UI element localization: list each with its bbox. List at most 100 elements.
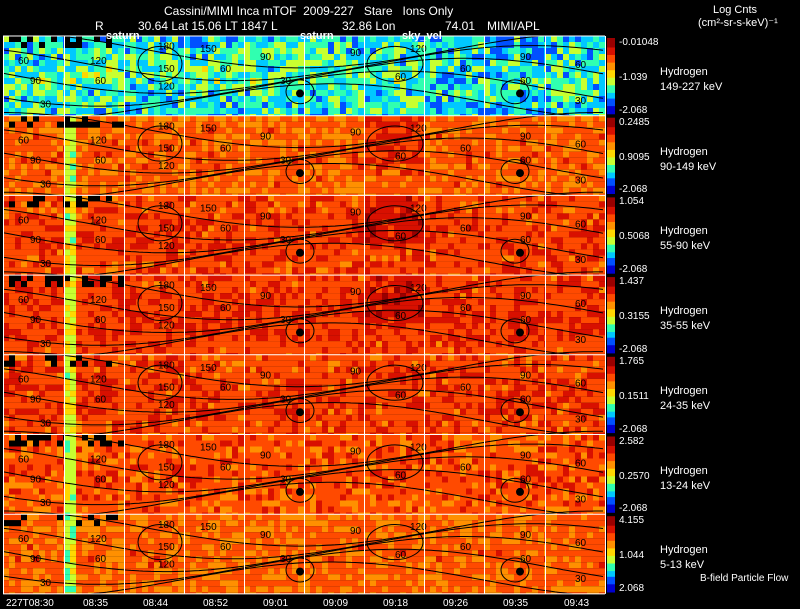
contour-label: 90	[350, 446, 362, 457]
contour-label: 30	[40, 179, 52, 190]
contour-label: 60	[520, 395, 532, 406]
colorbar-max-value: 0.2485	[619, 116, 650, 128]
planet-marker	[516, 408, 524, 417]
contour-label: 150	[158, 223, 175, 234]
panel-species-label: Hydrogen	[660, 66, 708, 78]
contour-label: 120	[410, 363, 427, 374]
contour-label: 30	[40, 578, 52, 589]
overlay-word-saturn-2: saturn	[300, 30, 334, 42]
contour-label: 90	[30, 554, 42, 565]
colorbar-min-value: 2.068	[619, 582, 645, 594]
panel-species-label: Hydrogen	[660, 464, 708, 477]
contour-label: 30	[280, 554, 292, 565]
contour-label: 30	[575, 255, 587, 266]
time-tick-label: 09:35	[503, 598, 529, 609]
contour-label: 60	[220, 383, 232, 394]
contour-label: 60	[520, 235, 532, 246]
contour-label: 120	[90, 136, 107, 147]
bfield-particle-flow-label: B-field Particle Flow	[700, 573, 789, 584]
contour-label: 60	[395, 550, 407, 561]
planet-marker	[516, 487, 524, 496]
colorbar-mid-value: 0.9095	[619, 151, 650, 163]
panel-species-label: Hydrogen	[660, 145, 708, 158]
contour-label: 60	[460, 383, 472, 394]
contour-label: 60	[220, 144, 232, 155]
colorbar-panel-4	[607, 277, 615, 354]
contour-label: 60	[220, 64, 232, 75]
colorbar-min-value: -2.068	[619, 104, 648, 116]
colorbar-panel-5	[607, 356, 615, 434]
colorbar-max-value: 2.582	[619, 435, 645, 447]
time-tick-label: 09:43	[564, 598, 590, 609]
r-label: R	[95, 19, 104, 33]
contour-label: 60	[460, 144, 472, 155]
contour-label: 90	[520, 530, 532, 541]
colorbar-mid-value: 0.5068	[619, 231, 650, 243]
contour-label: 120	[410, 124, 427, 135]
contour-label: 90	[350, 526, 362, 537]
contour-label: 90	[520, 132, 532, 143]
contour-label: 90	[350, 48, 362, 59]
colorbar-panel-2	[607, 117, 615, 194]
contour-label: 60	[460, 64, 472, 75]
contour-label: 60	[520, 474, 532, 485]
planet-marker	[296, 89, 304, 98]
panel-energy-label: 24-35 keV	[660, 399, 711, 412]
colorbar-max-value: 1.437	[619, 276, 645, 288]
contour-label: 90	[520, 371, 532, 382]
contour-label: 120	[90, 454, 107, 465]
contour-label: 120	[90, 215, 107, 226]
contour-lines-panel-4	[3, 271, 604, 359]
contour-label: 60	[220, 303, 232, 314]
contour-label: 30	[280, 315, 292, 326]
colorbar-panel-3	[607, 197, 615, 274]
contour-label: 60	[460, 303, 472, 314]
institution-label: MIMI/APL	[487, 19, 540, 33]
contour-label: 150	[158, 64, 175, 75]
colorbar-legend-units: (cm²-sr-s-keV)⁻¹	[698, 17, 778, 29]
contour-label: 60	[395, 231, 407, 242]
contour-label: 60	[520, 554, 532, 565]
colorbar-min-value: -2.068	[619, 503, 648, 515]
colorbar-mid-value: 1.044	[619, 550, 645, 562]
colorbar-max-value: 1.765	[619, 355, 645, 367]
contour-label: 90	[260, 52, 272, 63]
position-readout: 30.64 Lat 15.06 LT 1847 L	[138, 19, 278, 33]
planet-marker	[516, 328, 524, 337]
time-tick-label: 09:18	[383, 598, 409, 609]
panel-grid-lines	[3, 35, 606, 595]
contour-label: 60	[18, 375, 30, 386]
contour-label: 60	[95, 554, 107, 565]
contour-label: 60	[575, 538, 587, 549]
colorbar-mid-value: -1.039	[619, 72, 648, 83]
contour-label: 60	[95, 474, 107, 485]
colorbar-panel-6	[607, 436, 615, 513]
contour-label: 60	[18, 454, 30, 465]
colorbar-panel-1	[607, 38, 615, 115]
panel-energy-label: 5-13 keV	[660, 559, 705, 572]
contour-label: 150	[158, 144, 175, 155]
contour-label: 60	[575, 458, 587, 469]
contour-label: 30	[575, 415, 587, 426]
contour-label: 90	[30, 156, 42, 167]
planet-marker	[516, 169, 524, 178]
contour-label: 90	[30, 315, 42, 326]
contour-label: 90	[520, 211, 532, 222]
contour-label: 150	[200, 363, 217, 374]
contour-label: 180	[158, 42, 175, 53]
contour-label: 60	[520, 76, 532, 87]
contour-label: 30	[280, 474, 292, 485]
contour-label: 90	[350, 128, 362, 139]
colorbar-min-value: -2.068	[619, 343, 648, 355]
contour-label: 60	[575, 140, 587, 151]
panel-energy-label: 13-24 keV	[660, 479, 711, 492]
overlay-word-saturn-1: saturn	[106, 30, 140, 42]
contour-label: 120	[410, 522, 427, 533]
colorbar-max-value: -0.01048	[619, 37, 659, 48]
contour-label: 30	[280, 156, 292, 167]
contour-label: 180	[158, 360, 175, 371]
contour-label: 90	[350, 367, 362, 378]
contour-label: 90	[30, 474, 42, 485]
contour-label: 120	[90, 295, 107, 306]
